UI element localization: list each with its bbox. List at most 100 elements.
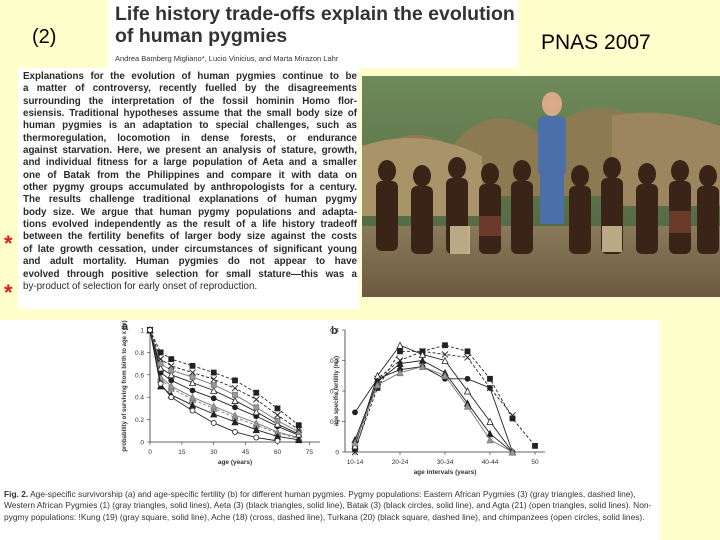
data-point [157,355,164,363]
data-point [509,412,516,419]
series-line [354,366,513,453]
data-point [373,381,382,389]
y-axis-label: age specific fertility (mx) [334,356,340,426]
data-point [486,417,494,425]
series-line [149,329,300,431]
x-tick-label: 0 [148,449,152,456]
data-point [418,362,427,370]
x-tick-label: 40-44 [482,459,499,466]
data-point [441,351,449,358]
data-point [351,438,359,447]
x-tick-label: 20-24 [392,459,409,466]
paper-authors: Andrea Bamberg Migliano*, Lucio Vinicius… [115,54,339,63]
photo-pygmy-group [362,76,720,297]
data-point [487,375,493,382]
panel-label-a: a [122,321,129,333]
paper-title-line-2: of human pygmies [115,25,288,47]
abstract-text: Explanations for the evolution of human … [23,71,357,293]
data-point [274,437,281,444]
data-point [188,393,197,401]
data-point [532,443,538,449]
data-point [442,342,448,349]
data-point [168,394,175,401]
highlight-marker-1: * [4,231,13,256]
data-point [252,407,260,416]
data-point [157,380,164,387]
data-point [168,377,175,384]
data-point [232,377,238,384]
y-tick-label: 0.4 [330,328,339,335]
data-point [189,369,196,376]
data-point [352,409,358,416]
abstract-line: a matter of controversy, recently fuelle… [23,83,357,95]
data-point [210,369,217,376]
data-point [252,419,260,427]
abstract-line: tions evolved independently as the resul… [23,219,357,231]
data-point [157,349,164,356]
data-point [252,396,260,403]
caption-text: Age-specific survivorship (a) and age-sp… [4,489,652,522]
paper-title-block: Life history trade-offs explain the evol… [108,0,518,68]
data-point [231,396,239,404]
data-point [189,407,196,414]
chart-b-fertility: b 0 0.1 0.2 0.3 0.4 10-14 20-24 30-34 40-44 50 age … [330,325,545,476]
x-axis-label: age intervals (years) [414,469,477,476]
data-point [464,375,471,382]
abstract-line: of late growth cessation, under circumst… [23,243,357,255]
abstract-line: and individual fitness for a large popul… [23,157,357,169]
data-point [274,405,281,412]
data-point [167,362,175,370]
data-point [231,417,239,426]
data-point [295,435,303,444]
data-point [274,411,281,419]
y-tick-label: 0.6 [135,372,144,379]
data-point [463,387,472,395]
y-tick-label: 0.2 [135,417,144,424]
data-point [253,404,260,411]
data-point [464,354,471,361]
x-tick-label: 45 [242,449,250,456]
data-point [486,435,494,444]
data-point [189,362,196,369]
abstract-line: evolved through positive selection for s… [23,268,357,280]
data-point [274,417,281,424]
series-line [354,360,513,453]
abstract-line: and adult mortality. Human pygmies do no… [23,256,357,268]
y-tick-label: 0.1 [330,419,339,426]
abstract-line: esiensis. Traditional hypotheses assume … [23,108,357,120]
abstract-line: human pygmies is an adaptation to specia… [23,120,357,132]
x-tick-label: 10-14 [347,459,364,466]
data-point [189,374,196,380]
data-point [232,429,238,435]
highlight-marker-2: * [4,280,13,305]
paper-title-line-1: Life history trade-offs explain the evol… [115,3,515,25]
data-point [167,370,175,379]
data-point [167,382,175,390]
y-tick-label: 0 [140,440,144,447]
data-point [464,348,471,355]
x-tick-label: 15 [178,449,186,456]
chart-a-survivorship: a 0 0.2 0.4 0.6 0.8 1 0 15 30 45 60 75 age (years) pro… [122,320,320,466]
data-point [441,356,449,364]
y-tick-label: 1 [140,328,144,335]
x-tick-label: 30 [210,449,218,456]
abstract-line: one of Batak from the Philippines and co… [23,169,357,181]
abstract-line: between the fertility benefits of larger… [23,231,357,243]
y-tick-label: 0 [335,450,339,457]
series-line [354,350,513,453]
abstract-block: Explanations for the evolution of human … [18,68,359,309]
data-point [396,368,404,377]
y-tick-label: 0.4 [135,395,144,402]
caption-label: Fig. 2. [4,489,29,499]
data-point [210,395,217,402]
data-point [189,387,196,394]
y-axis-label: probability of surviving from birth to a… [122,320,128,451]
data-point [156,364,165,372]
data-point [210,381,217,388]
data-point [168,356,175,363]
data-point [147,327,153,333]
data-point [486,384,494,392]
data-point [397,348,403,355]
data-point [396,341,404,349]
data-point [295,422,302,429]
